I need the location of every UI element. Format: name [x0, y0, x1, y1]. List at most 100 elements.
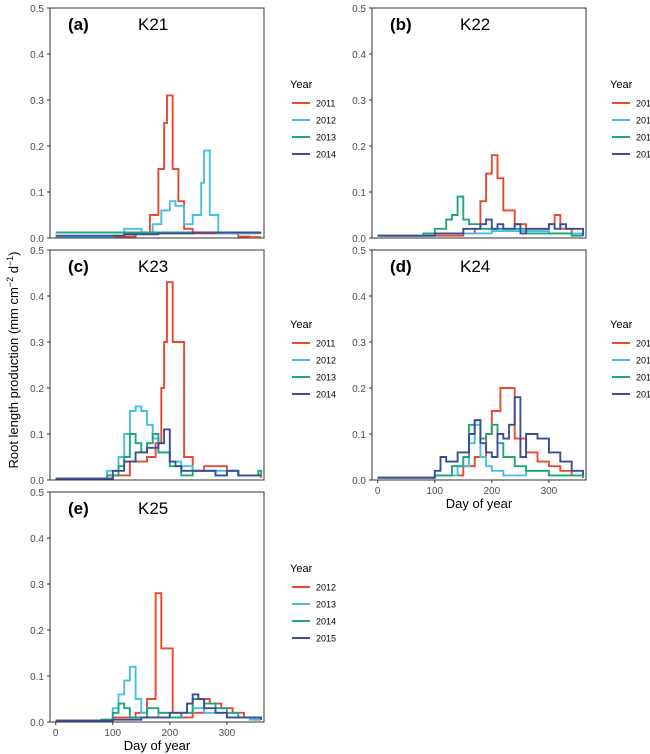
y-tick-label: 0.1 [30, 430, 44, 441]
panel-title: K25 [138, 499, 168, 518]
panel-k25: 0.0 0.1 0.2 0.3 0.4 0.5 0 100 200 300 Day of year (… [30, 488, 336, 753]
panel-label: (d) [390, 257, 412, 276]
legend-title: Year [290, 319, 313, 331]
y-tick-label: 0.5 [30, 488, 44, 499]
plot-frame [49, 249, 265, 481]
x-tick-label: 300 [541, 486, 558, 497]
legend-entry: 2013 [636, 373, 650, 383]
x-tick-label: 0 [375, 486, 381, 497]
panel-label: (e) [68, 499, 89, 518]
legend-title: Year [610, 319, 633, 331]
y-tick-label: 0.1 [30, 672, 44, 683]
ylabel-end: ) [6, 251, 21, 255]
x-axis-label: Day of year [446, 496, 513, 511]
legend-entry: 2014 [636, 390, 650, 400]
legend-entry: 2012 [316, 116, 336, 126]
plot-frame [371, 249, 587, 481]
panel-title: K23 [138, 257, 168, 276]
legend-entry: 2014 [316, 617, 336, 627]
legend-entry: 2014 [316, 150, 336, 160]
y-tick-label: 0.0 [30, 476, 44, 487]
panel-title: K21 [138, 15, 168, 34]
y-tick-label: 0.1 [352, 188, 366, 199]
x-tick-label: 200 [161, 728, 178, 739]
legend-entry: 2011 [316, 99, 335, 109]
y-tick-label: 0.2 [30, 384, 44, 395]
legend-title: Year [290, 563, 313, 575]
x-tick-label: 300 [219, 728, 236, 739]
legend-entry: 2011 [636, 339, 650, 349]
x-axis-label: Day of year [124, 738, 191, 753]
y-tick-label: 0.3 [30, 580, 44, 591]
legend-entry: 2013 [316, 133, 336, 143]
y-tick-label: 0.3 [352, 338, 366, 349]
legend-entry: 2014 [636, 150, 650, 160]
y-tick-label: 0.2 [30, 626, 44, 637]
y-tick-label: 0.3 [30, 338, 44, 349]
legend-entry: 2012 [316, 583, 336, 593]
y-tick-label: 0.5 [30, 4, 44, 15]
legend-title: Year [290, 79, 313, 91]
legend-title: Year [610, 79, 633, 91]
series-line-2012 [55, 149, 262, 238]
legend-entry: 2013 [636, 133, 650, 143]
plot-frame [49, 7, 265, 239]
x-tick-label: 200 [483, 486, 500, 497]
x-tick-label: 0 [53, 728, 59, 739]
y-tick-label: 0.4 [30, 534, 44, 545]
plot-frame [49, 491, 265, 723]
legend-entry: 2013 [316, 373, 336, 383]
y-tick-label: 0.2 [352, 142, 366, 153]
x-tick-label: 100 [104, 728, 121, 739]
ylabel-main: Root length production (mm cm [6, 287, 21, 468]
legend-entry: 2012 [316, 356, 336, 366]
y-tick-label: 0.0 [352, 234, 366, 245]
y-tick-label: 0.2 [352, 384, 366, 395]
y-tick-label: 0.3 [30, 96, 44, 107]
panel-label: (a) [68, 15, 89, 34]
y-tick-label: 0.4 [30, 50, 44, 61]
series-line-2014 [55, 428, 262, 480]
series-line-2015 [55, 693, 263, 722]
legend-entry: 2014 [316, 390, 336, 400]
ylabel-sup2: −1 [5, 256, 15, 266]
y-tick-label: 0.0 [352, 476, 366, 487]
shared-y-axis-label: Root length production (mm cm−2 d−1) [5, 251, 21, 468]
plot-frame [371, 7, 587, 239]
y-tick-label: 0.4 [352, 292, 366, 303]
x-tick-label: 100 [426, 486, 443, 497]
y-tick-label: 0.1 [30, 188, 44, 199]
y-tick-label: 0.4 [352, 50, 366, 61]
legend-entry: 2012 [636, 356, 650, 366]
legend-entry: 2011 [636, 99, 650, 109]
legend-entry: 2011 [316, 339, 335, 349]
y-tick-label: 0.0 [30, 234, 44, 245]
series-line-2014 [55, 231, 262, 237]
y-tick-label: 0.4 [30, 292, 44, 303]
ylabel-mid: d [6, 266, 21, 277]
y-tick-label: 0.2 [30, 142, 44, 153]
panel-label: (c) [68, 257, 89, 276]
y-tick-label: 0.5 [352, 4, 366, 15]
panel-label: (b) [390, 15, 412, 34]
y-tick-label: 0.1 [352, 430, 366, 441]
legend-entry: 2015 [316, 634, 336, 644]
legend-entry: 2013 [316, 600, 336, 610]
panel-title: K22 [460, 15, 490, 34]
series-line-2013 [377, 195, 584, 237]
y-tick-label: 0.5 [30, 246, 44, 257]
series-line-2013 [377, 419, 585, 479]
panel-title: K24 [460, 257, 490, 276]
ylabel-sup1: −2 [5, 277, 15, 287]
series-line-2014 [377, 218, 585, 237]
y-tick-label: 0.5 [352, 246, 366, 257]
series-line-2014 [377, 396, 585, 479]
y-tick-label: 0.3 [352, 96, 366, 107]
y-tick-label: 0.0 [30, 718, 44, 729]
legend-entry: 2012 [636, 116, 650, 126]
panel-k24: 0.0 0.1 0.2 0.3 0.4 0.5 0 100 200 300 Day of year (… [352, 246, 650, 511]
